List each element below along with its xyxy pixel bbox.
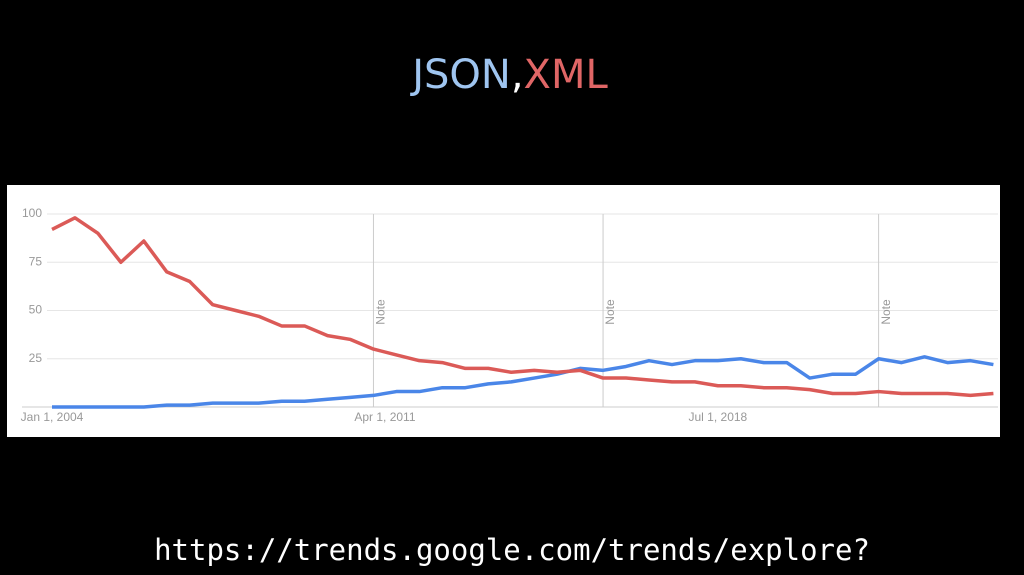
- series-line: [51, 216, 994, 398]
- title-separator: ,: [511, 52, 524, 98]
- x-tick-label: Apr 1, 2011: [354, 410, 415, 424]
- source-url: https://trends.google.com/trends/explore…: [154, 533, 870, 567]
- title-json: JSON: [409, 52, 511, 98]
- y-tick-label: 75: [29, 254, 43, 268]
- y-tick-label: 25: [29, 351, 43, 365]
- chart: 25 50 75 100 Jan 1, 2004 Apr 1, 2011 Jul 1, 20…: [21, 206, 998, 424]
- y-tick-label: 50: [29, 303, 43, 317]
- x-tick-label: Jan 1, 2004: [21, 410, 84, 424]
- series-line: [52, 355, 994, 409]
- x-tick-label: Jul 1, 2018: [689, 410, 748, 424]
- note-label: Note: [374, 299, 388, 325]
- y-tick-label: 100: [22, 206, 42, 220]
- slide-title: JSON,XML: [409, 52, 608, 98]
- note-label: Note: [879, 299, 893, 325]
- title-xml: XML: [524, 52, 609, 98]
- note-label: Note: [603, 299, 617, 325]
